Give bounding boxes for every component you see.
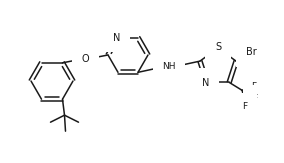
- Text: Br: Br: [246, 47, 256, 57]
- Text: S: S: [215, 43, 221, 52]
- Text: F: F: [243, 102, 248, 111]
- Text: N: N: [202, 78, 210, 88]
- Text: NH: NH: [162, 62, 176, 71]
- Text: F: F: [252, 82, 257, 91]
- Text: F: F: [252, 94, 258, 103]
- Text: N: N: [113, 33, 121, 43]
- Text: O: O: [82, 54, 89, 64]
